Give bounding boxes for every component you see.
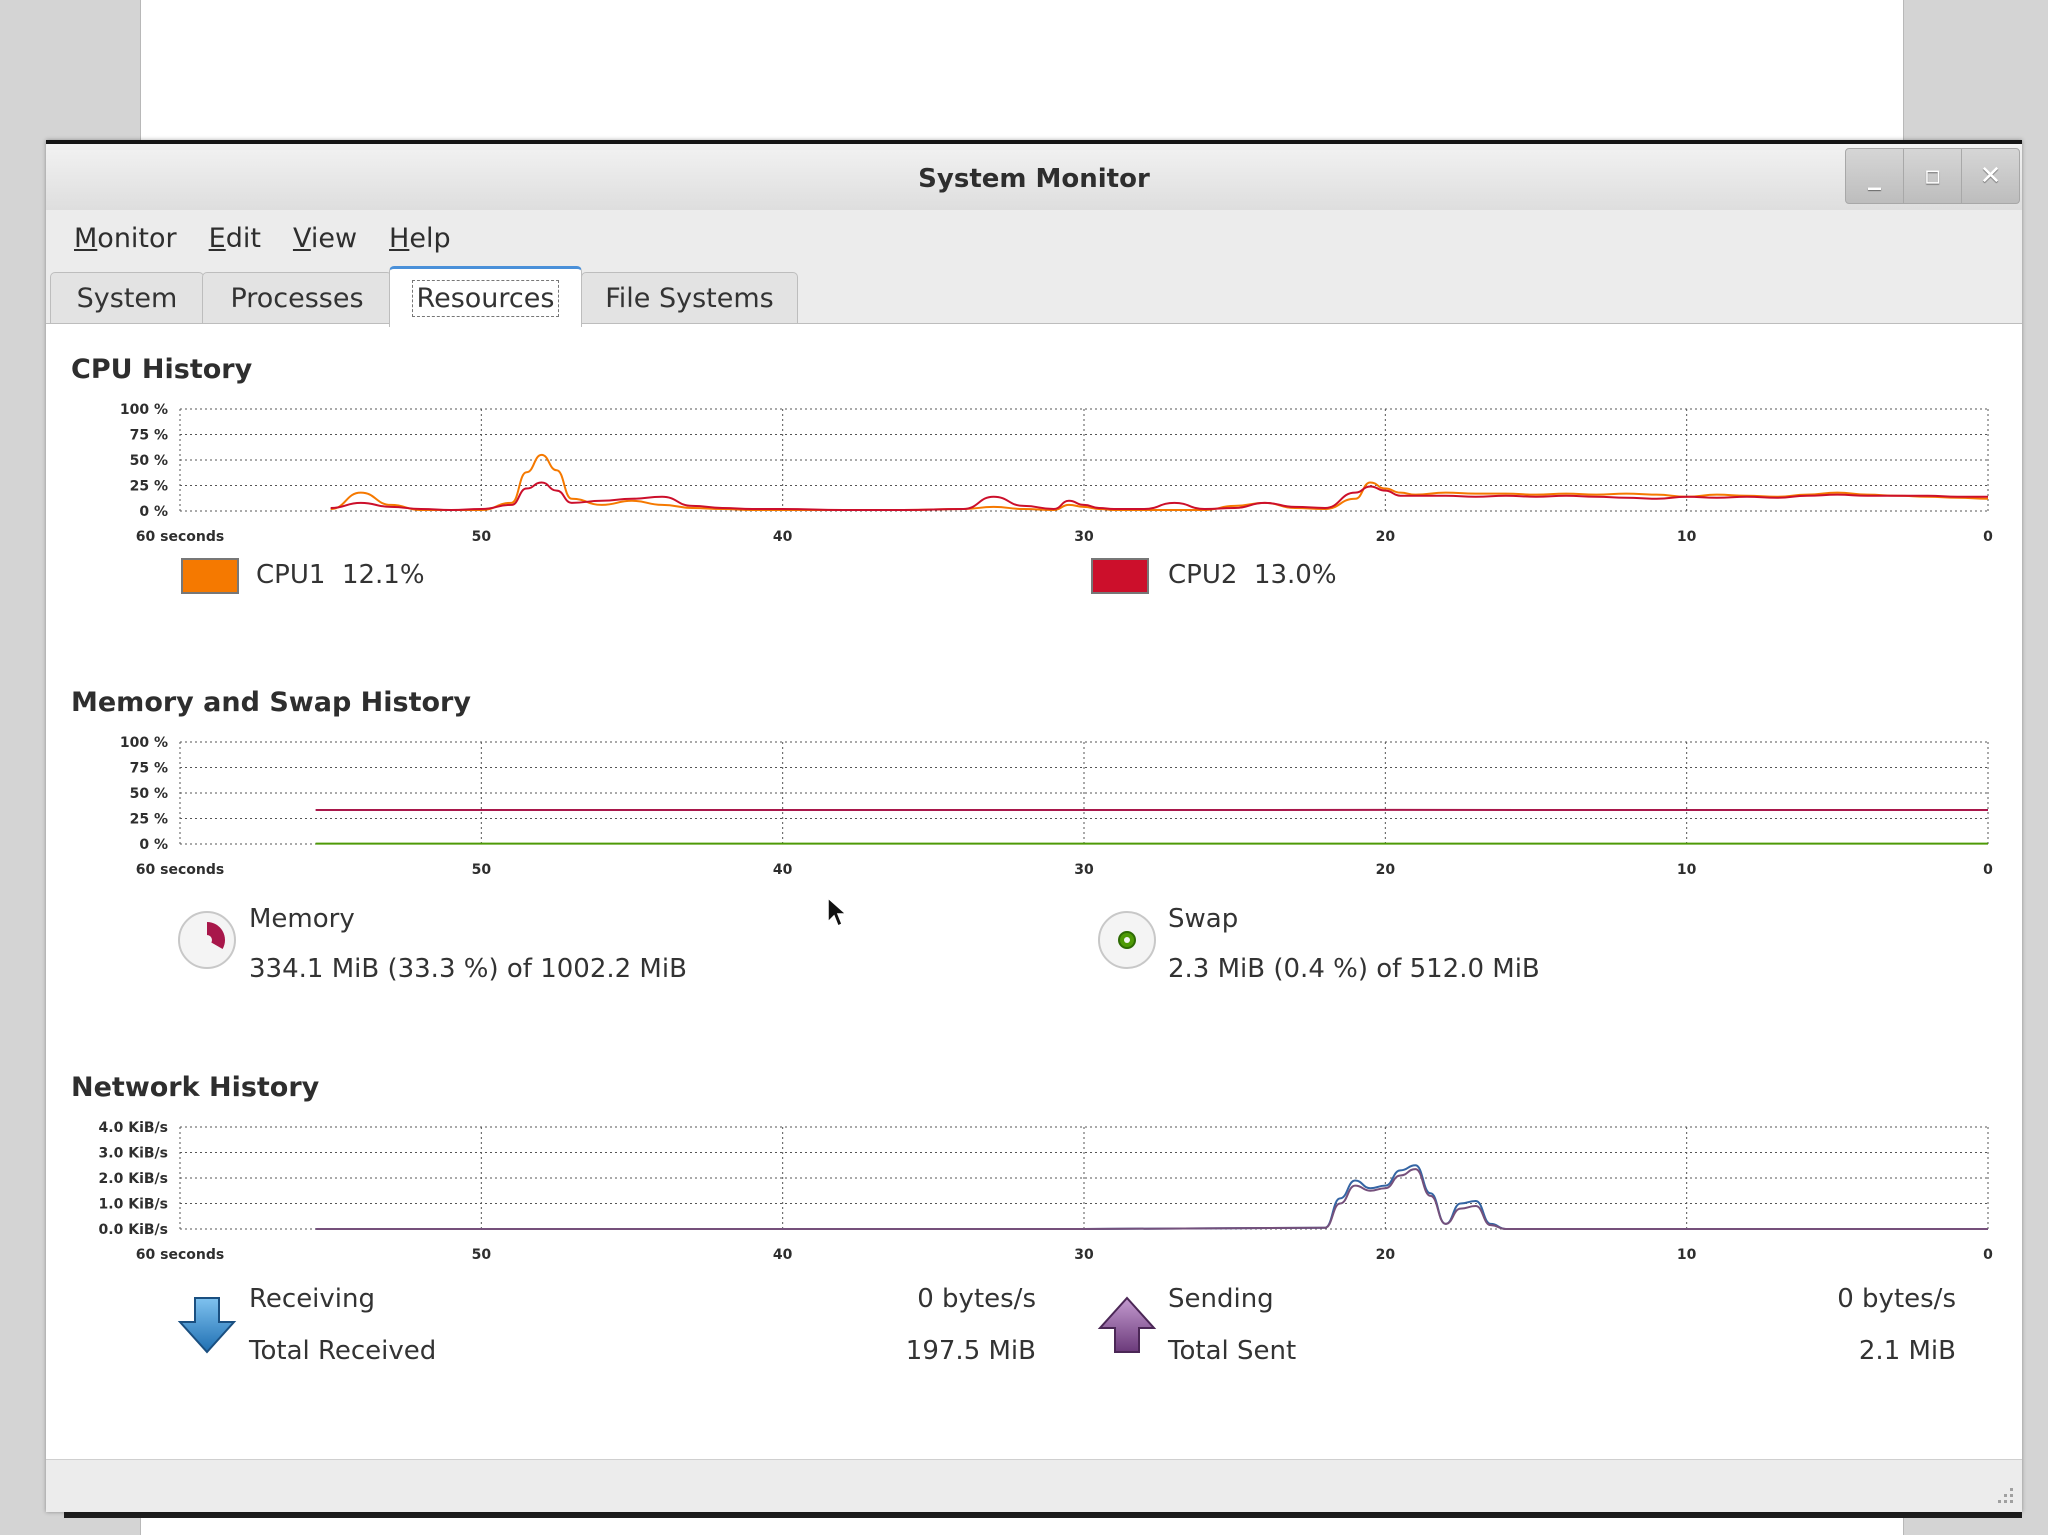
menu-help[interactable]: Help xyxy=(389,222,451,254)
maximize-button[interactable]: ▫ xyxy=(1903,149,1961,203)
status-bar xyxy=(46,1459,2022,1512)
memory-detail: 334.1 MiB (33.3 %) of 1002.2 MiB xyxy=(249,954,687,984)
total-sent-value: 2.1 MiB xyxy=(1858,1336,1956,1366)
network-chart: 4.0 KiB/s 3.0 KiB/s 2.0 KiB/s 1.0 KiB/s 0.0 … xyxy=(46,1117,2022,1263)
system-monitor-window: System Monitor _ ▫ ✕ Monitor Edit View H… xyxy=(46,140,2022,1512)
tab-file-systems[interactable]: File Systems xyxy=(581,272,798,323)
memory-chart-svg: 100 % 75 % 50 % 25 % 0 % 60 seconds 50 40 30 20 10… xyxy=(120,735,1993,878)
network-x-tick-label: 30 xyxy=(1074,1247,1094,1263)
network-history-title: Network History xyxy=(71,1072,320,1103)
cpu-x-tick-label: 0 xyxy=(1983,529,1993,545)
window-controls: _ ▫ ✕ xyxy=(1845,148,2020,204)
swap-pie-icon[interactable] xyxy=(1096,909,1158,971)
network-y-tick-label: 0.0 KiB/s xyxy=(99,1222,168,1238)
cpu-x-tick-label: 40 xyxy=(773,529,793,545)
total-received-label: Total Received xyxy=(249,1336,437,1366)
memory-y-tick-label: 0 % xyxy=(139,837,168,853)
cpu-y-tick-label: 25 % xyxy=(130,479,168,495)
sending-rate: 0 bytes/s xyxy=(1837,1284,1956,1314)
memory-x-tick-label: 60 seconds xyxy=(136,862,224,878)
tab-resources[interactable]: Resources xyxy=(389,266,582,327)
title-bar[interactable]: System Monitor _ ▫ ✕ xyxy=(46,144,2022,210)
memory-y-tick-label: 100 % xyxy=(120,735,168,751)
total-sent-label: Total Sent xyxy=(1168,1336,1297,1366)
cpu2-color-swatch[interactable] xyxy=(1091,558,1149,594)
resize-grip-icon[interactable] xyxy=(1994,1484,2016,1506)
menu-monitor[interactable]: Monitor xyxy=(74,222,177,254)
swap-detail: 2.3 MiB (0.4 %) of 512.0 MiB xyxy=(1168,954,1540,984)
tab-system[interactable]: System xyxy=(50,272,204,323)
tab-bar: System Processes Resources File Systems xyxy=(46,266,2022,327)
resources-panel: CPU History 100 % 75 % 50 % 25 % 0 % 60 secon… xyxy=(46,324,2022,1460)
cpu2-legend: CPU2 13.0% xyxy=(1168,560,1337,590)
cpu-x-tick-label: 30 xyxy=(1074,529,1094,545)
menu-view[interactable]: View xyxy=(292,222,358,254)
cpu-x-tick-label: 20 xyxy=(1376,529,1396,545)
memory-pie-icon[interactable] xyxy=(176,909,238,971)
minimize-button[interactable]: _ xyxy=(1846,149,1903,203)
cpu-y-tick-label: 0 % xyxy=(139,504,168,520)
cpu-chart: 100 % 75 % 50 % 25 % 0 % 60 seconds 50 40 30 20 10… xyxy=(46,399,2022,545)
memory-label: Memory xyxy=(249,904,355,934)
network-y-tick-label: 3.0 KiB/s xyxy=(99,1146,168,1162)
network-chart-svg: 4.0 KiB/s 3.0 KiB/s 2.0 KiB/s 1.0 KiB/s 0.0 … xyxy=(99,1120,1994,1263)
memory-x-tick-label: 20 xyxy=(1376,862,1396,878)
network-x-tick-label: 50 xyxy=(472,1247,492,1263)
menu-edit[interactable]: Edit xyxy=(208,222,261,254)
memory-y-tick-label: 25 % xyxy=(130,812,168,828)
cpu-y-tick-label: 75 % xyxy=(130,428,168,444)
network-x-tick-label: 40 xyxy=(773,1247,793,1263)
memory-x-tick-label: 50 xyxy=(472,862,492,878)
mouse-cursor-icon xyxy=(827,896,848,928)
minimize-icon: _ xyxy=(1868,161,1881,191)
network-y-tick-label: 4.0 KiB/s xyxy=(99,1120,168,1136)
network-x-tick-label: 10 xyxy=(1677,1247,1697,1263)
swap-label: Swap xyxy=(1168,904,1239,934)
cpu-x-tick-label: 50 xyxy=(472,529,492,545)
sending-label: Sending xyxy=(1168,1284,1274,1314)
memory-x-tick-label: 0 xyxy=(1983,862,1993,878)
memory-x-tick-label: 10 xyxy=(1677,862,1697,878)
memory-history-title: Memory and Swap History xyxy=(71,687,471,718)
network-x-tick-label: 0 xyxy=(1983,1247,1993,1263)
window-title: System Monitor xyxy=(918,164,1150,194)
close-icon: ✕ xyxy=(1979,161,2002,191)
cpu-history-title: CPU History xyxy=(71,354,253,385)
maximize-icon: ▫ xyxy=(1923,161,1942,191)
receiving-arrow-icon[interactable] xyxy=(176,1294,238,1356)
network-y-tick-label: 2.0 KiB/s xyxy=(99,1171,168,1187)
total-received-value: 197.5 MiB xyxy=(905,1336,1036,1366)
taskbar-strip xyxy=(64,1508,2022,1518)
memory-chart: 100 % 75 % 50 % 25 % 0 % 60 seconds 50 40 30 20 10… xyxy=(46,732,2022,878)
cpu1-legend: CPU1 12.1% xyxy=(256,560,425,590)
sending-arrow-icon[interactable] xyxy=(1096,1294,1158,1356)
menu-bar: Monitor Edit View Help xyxy=(46,210,2022,266)
memory-x-tick-label: 30 xyxy=(1074,862,1094,878)
cpu-y-tick-label: 50 % xyxy=(130,453,168,469)
cpu-chart-svg: 100 % 75 % 50 % 25 % 0 % 60 seconds 50 40 30 20 10… xyxy=(120,402,1993,545)
network-series-sending xyxy=(315,1168,1988,1230)
cpu1-color-swatch[interactable] xyxy=(181,558,239,594)
memory-y-tick-label: 50 % xyxy=(130,786,168,802)
network-y-tick-label: 1.0 KiB/s xyxy=(99,1197,168,1213)
network-x-tick-label: 60 seconds xyxy=(136,1247,224,1263)
tab-processes[interactable]: Processes xyxy=(202,272,392,323)
cpu-x-tick-label: 10 xyxy=(1677,529,1697,545)
receiving-rate: 0 bytes/s xyxy=(917,1284,1036,1314)
memory-x-tick-label: 40 xyxy=(773,862,793,878)
network-x-tick-label: 20 xyxy=(1376,1247,1396,1263)
cpu-x-tick-label: 60 seconds xyxy=(136,529,224,545)
cpu-series-cpu2 xyxy=(330,481,1988,511)
cpu-y-tick-label: 100 % xyxy=(120,402,168,418)
receiving-label: Receiving xyxy=(249,1284,376,1314)
memory-y-tick-label: 75 % xyxy=(130,761,168,777)
network-series-receiving xyxy=(315,1164,1988,1230)
close-button[interactable]: ✕ xyxy=(1961,149,2019,203)
